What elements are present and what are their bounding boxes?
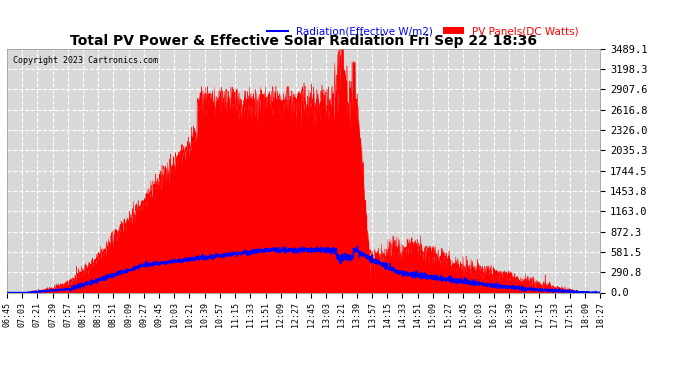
Title: Total PV Power & Effective Solar Radiation Fri Sep 22 18:36: Total PV Power & Effective Solar Radiati… [70, 34, 537, 48]
Legend: Radiation(Effective W/m2), PV Panels(DC Watts): Radiation(Effective W/m2), PV Panels(DC … [263, 22, 583, 40]
Text: Copyright 2023 Cartronics.com: Copyright 2023 Cartronics.com [13, 56, 158, 65]
